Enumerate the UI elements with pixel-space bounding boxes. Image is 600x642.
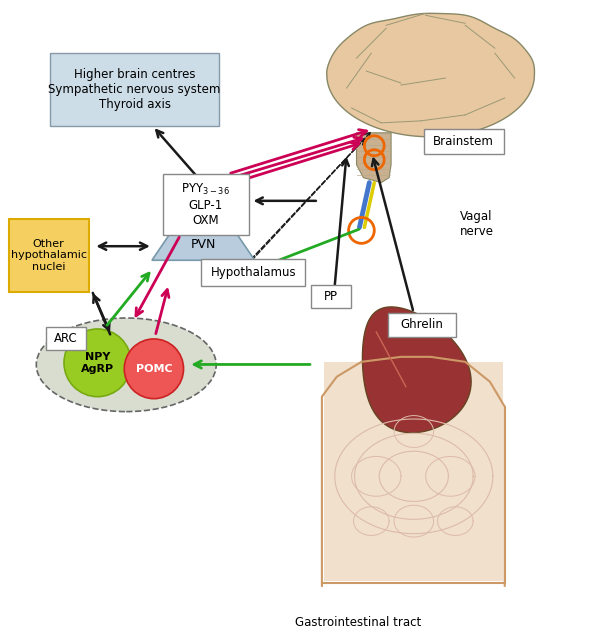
FancyBboxPatch shape [202, 259, 305, 286]
Text: Higher brain centres
Sympathetic nervous system
Thyroid axis: Higher brain centres Sympathetic nervous… [49, 68, 221, 111]
FancyBboxPatch shape [424, 129, 504, 153]
Text: Vagal
nerve: Vagal nerve [460, 211, 494, 238]
Text: ARC: ARC [54, 332, 78, 345]
Text: PVN: PVN [191, 238, 216, 251]
Text: Hypothalamus: Hypothalamus [211, 266, 296, 279]
PathPatch shape [362, 307, 471, 433]
FancyBboxPatch shape [46, 327, 86, 350]
Text: NPY
AgRP: NPY AgRP [81, 352, 114, 374]
Polygon shape [356, 133, 391, 182]
Circle shape [124, 339, 184, 399]
Text: POMC: POMC [136, 364, 172, 374]
FancyBboxPatch shape [311, 285, 352, 308]
Text: Gastrointestinal tract: Gastrointestinal tract [295, 616, 422, 629]
Text: Ghrelin: Ghrelin [401, 318, 443, 331]
FancyBboxPatch shape [324, 362, 503, 581]
Text: PP: PP [324, 290, 338, 303]
FancyBboxPatch shape [163, 174, 249, 235]
PathPatch shape [327, 13, 535, 137]
Ellipse shape [37, 318, 216, 412]
Text: Brainstem: Brainstem [433, 135, 494, 148]
FancyBboxPatch shape [388, 313, 457, 337]
Text: Other
hypothalamic
nuclei: Other hypothalamic nuclei [11, 239, 86, 272]
FancyBboxPatch shape [50, 53, 219, 126]
Text: PYY$_{3-36}$
GLP-1
OXM: PYY$_{3-36}$ GLP-1 OXM [181, 182, 230, 227]
Polygon shape [152, 185, 255, 260]
Circle shape [64, 329, 131, 397]
FancyBboxPatch shape [8, 219, 89, 292]
